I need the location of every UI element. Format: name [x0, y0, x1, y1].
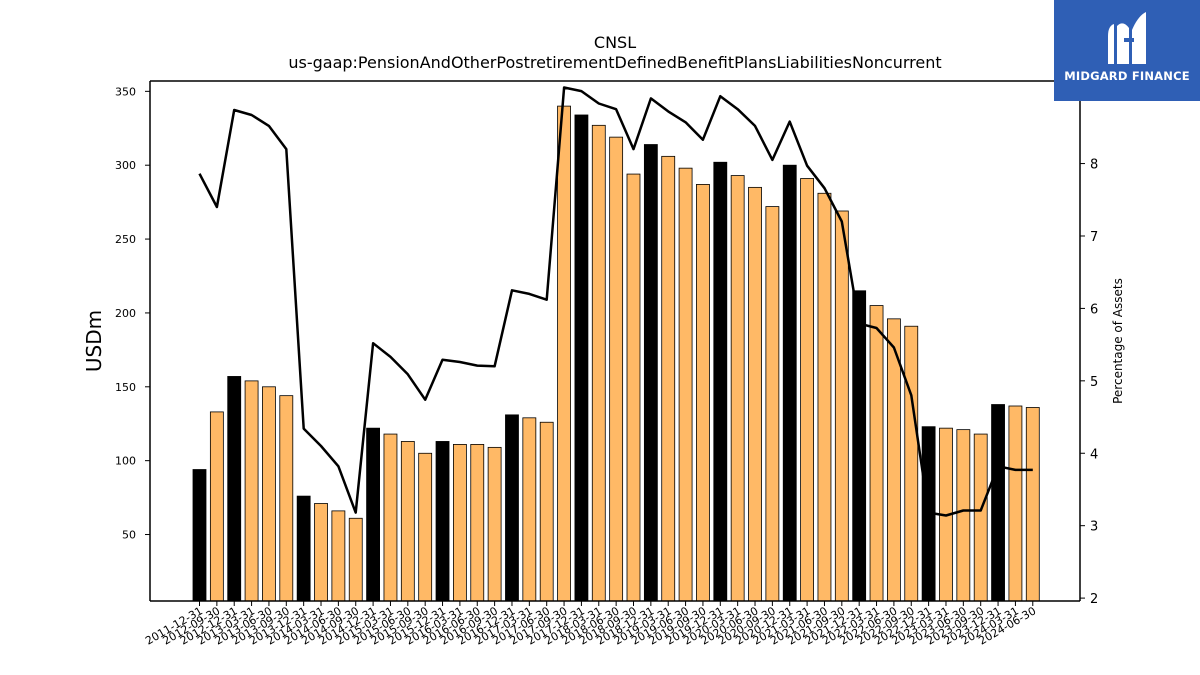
bar-2024-03-31 [1008, 405, 1023, 602]
bar-2017-03-31 [522, 417, 537, 602]
bar-2015-06-30 [400, 441, 415, 602]
bar-2020-09-30 [765, 206, 780, 602]
y-tick-label-200: 200 [115, 307, 136, 320]
bar-2022-03-31 [869, 305, 884, 602]
bar-2012-12-31 [227, 376, 242, 602]
bar-2015-03-31 [383, 433, 398, 602]
bar-2014-09-30 [348, 517, 363, 602]
y-tick-label-300: 300 [115, 159, 136, 172]
bar-2014-06-30 [331, 510, 346, 602]
bar-2015-12-31 [435, 441, 450, 602]
bar-2013-03-31 [244, 380, 259, 602]
y2-tick-label-7: 7 [1090, 230, 1098, 245]
y2-tick-label-6: 6 [1090, 302, 1098, 317]
bar-2023-06-30 [956, 429, 971, 602]
bar-2022-09-30 [904, 325, 919, 602]
bar-2021-03-31 [800, 178, 814, 602]
bar-2017-06-30 [539, 421, 554, 602]
chart-subtitle: us-gaap:PensionAndOtherPostretirementDef… [288, 53, 942, 72]
y2-tick-label-8: 8 [1090, 158, 1098, 173]
bar-2018-09-30 [626, 173, 641, 602]
line-series-percentage [198, 86, 1033, 517]
y-tick-label-250: 250 [115, 233, 136, 246]
bar-2017-09-30 [557, 105, 571, 602]
y-tick-label-150: 150 [115, 381, 136, 394]
bar-2016-09-30 [487, 446, 502, 602]
midgard-m-logo-icon [1108, 12, 1146, 64]
bar-2019-09-30 [696, 184, 710, 602]
y2-tick-label-2: 2 [1090, 592, 1098, 607]
bar-2021-09-30 [834, 210, 849, 602]
y2-axis-label: Percentage of Assets [1111, 278, 1125, 404]
bar-2011-12-31 [192, 469, 207, 602]
y-tick-label-50: 50 [122, 529, 136, 542]
bar-2018-03-31 [591, 124, 606, 602]
bar-2014-03-31 [314, 503, 328, 602]
y-tick-label-350: 350 [115, 85, 136, 98]
bar-2016-12-31 [505, 414, 519, 602]
bar-2014-12-31 [366, 427, 381, 602]
y2-tick-label-4: 4 [1090, 447, 1098, 462]
chart-title: CNSL [593, 33, 637, 52]
bar-2012-09-30 [209, 411, 224, 602]
y-axis-label: USDm [82, 310, 106, 372]
logo-text: MIDGARD FINANCE [1064, 69, 1190, 83]
bar-2018-06-30 [609, 136, 624, 602]
bar-2015-09-30 [418, 452, 433, 602]
bar-2020-12-31 [782, 164, 797, 602]
y2-tick-label-5: 5 [1090, 375, 1098, 390]
bar-2016-06-30 [470, 444, 485, 602]
bar-2023-12-31 [991, 404, 1005, 602]
bar-2021-06-30 [817, 192, 832, 602]
bar-2017-12-31 [574, 114, 589, 602]
bar-2020-06-30 [748, 186, 762, 602]
y2-tick-label-3: 3 [1090, 520, 1098, 535]
bar-2023-09-30 [973, 433, 988, 602]
bar-2019-03-31 [661, 155, 676, 602]
bar-2019-12-31 [713, 161, 728, 602]
bar-2013-12-31 [296, 495, 311, 602]
bar-2024-06-30 [1025, 407, 1040, 602]
bar-2021-12-31 [852, 290, 867, 602]
midgard-finance-logo: MIDGARD FINANCE [1054, 0, 1200, 101]
y-tick-label-100: 100 [115, 455, 136, 468]
bar-2013-06-30 [262, 386, 276, 602]
bar-2020-03-31 [730, 175, 745, 602]
bar-2018-12-31 [643, 144, 658, 602]
bar-2013-09-30 [279, 395, 294, 602]
bar-2016-03-31 [452, 444, 467, 602]
bar-2019-06-30 [678, 167, 693, 602]
